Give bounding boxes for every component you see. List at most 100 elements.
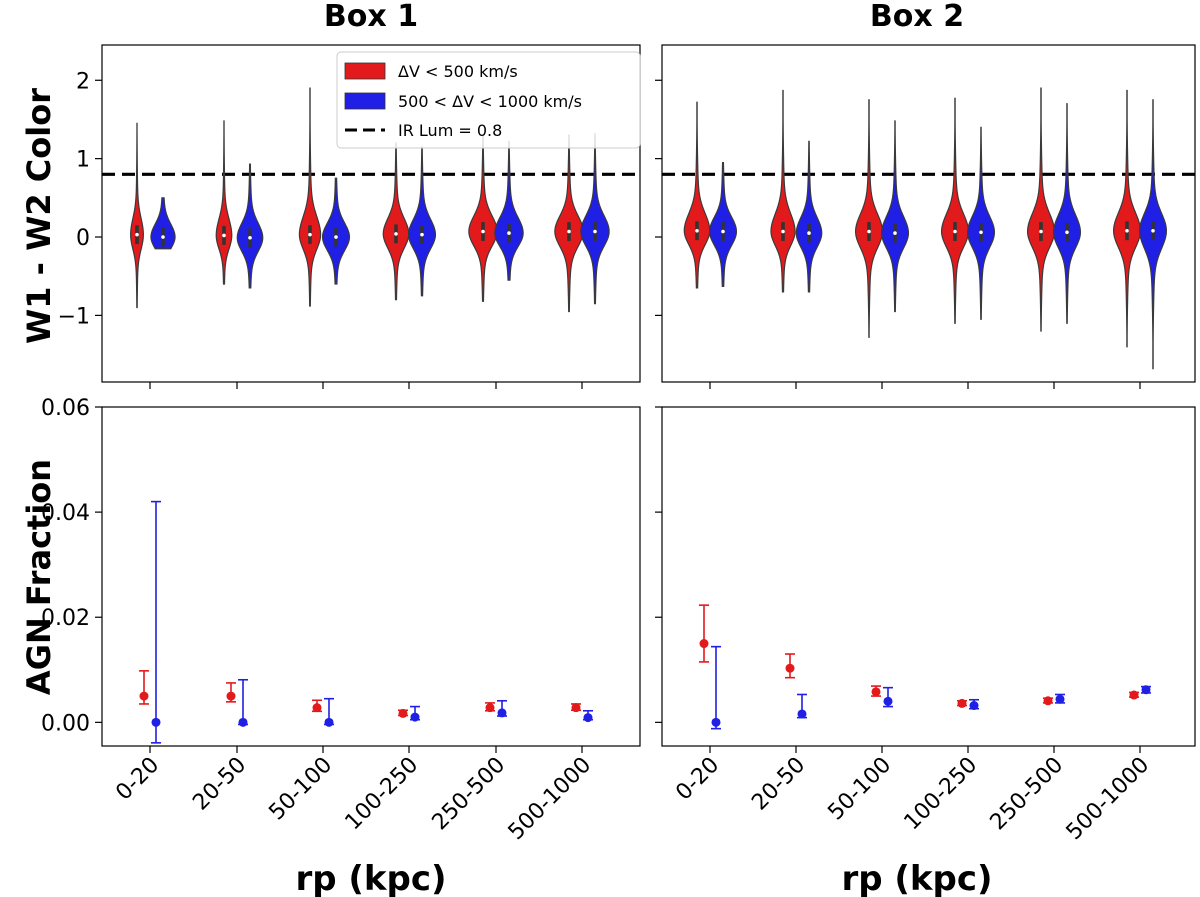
violin-box1-blue-500-1000 bbox=[580, 132, 610, 305]
point-box1-blue-100-250 bbox=[410, 712, 420, 722]
ytick-label-bottom-0: 0.00 bbox=[41, 711, 90, 736]
bottom-ylabel: AGN Fraction bbox=[20, 459, 58, 695]
xtick-label-box1-1: 20-50 bbox=[188, 753, 251, 816]
legend-label-blue: 500 < ΔV < 1000 km/s bbox=[398, 92, 582, 111]
legend-label-irlum: IR Lum = 0.8 bbox=[398, 121, 502, 140]
point-box2-blue-0-20 bbox=[711, 717, 721, 727]
panel-frame-top-box1 bbox=[101, 44, 641, 383]
violin-median-box1-red-50-100 bbox=[308, 232, 312, 237]
xtick-label-box2-2: 50-100 bbox=[823, 753, 896, 826]
violin-median-box2-red-500-1000 bbox=[1125, 228, 1129, 233]
point-box1-blue-0-20 bbox=[151, 717, 161, 727]
violin-box1-red-0-20 bbox=[130, 122, 144, 309]
legend-swatch-red bbox=[344, 62, 386, 80]
point-box1-red-50-100 bbox=[312, 703, 322, 713]
legend-label-red: ΔV < 500 km/s bbox=[398, 62, 518, 81]
violin-box1-red-250-500 bbox=[468, 134, 498, 302]
ytick-label-top-3: 2 bbox=[76, 69, 90, 94]
xtick-label-box1-2: 50-100 bbox=[264, 753, 337, 826]
violin-box2-red-500-1000 bbox=[1112, 89, 1142, 348]
point-box2-blue-250-500 bbox=[1055, 694, 1065, 704]
violin-box2-blue-20-50 bbox=[795, 140, 823, 293]
point-box2-blue-100-250 bbox=[969, 701, 979, 711]
point-box1-red-250-500 bbox=[485, 703, 495, 713]
point-box2-blue-20-50 bbox=[797, 709, 807, 719]
violin-median-box1-red-100-250 bbox=[394, 232, 398, 236]
point-box1-blue-20-50 bbox=[238, 717, 248, 727]
ytick-label-top-1: 0 bbox=[76, 226, 90, 251]
point-box1-blue-250-500 bbox=[497, 708, 507, 718]
violin-box1-red-50-100 bbox=[298, 87, 322, 307]
violin-median-box2-red-250-500 bbox=[1039, 229, 1043, 234]
ytick-label-top-2: 1 bbox=[76, 148, 90, 173]
xlabel-box2: rp (kpc) bbox=[841, 859, 992, 897]
violin-median-box2-blue-20-50 bbox=[807, 231, 811, 235]
panel-title-box2: Box 2 bbox=[870, 0, 964, 34]
point-box2-red-250-500 bbox=[1043, 696, 1053, 706]
violin-box2-red-50-100 bbox=[854, 99, 884, 338]
violin-median-box2-blue-50-100 bbox=[893, 231, 897, 235]
violin-box1-blue-0-20 bbox=[150, 197, 176, 250]
violin-median-box1-blue-50-100 bbox=[334, 235, 338, 239]
violin-box2-red-250-500 bbox=[1026, 87, 1056, 332]
violin-median-box2-blue-0-20 bbox=[721, 229, 725, 234]
point-box1-red-500-1000 bbox=[571, 703, 581, 713]
xtick-label-box1-0: 0-20 bbox=[111, 753, 164, 806]
violin-box2-blue-50-100 bbox=[880, 120, 910, 313]
point-box2-red-0-20 bbox=[699, 639, 709, 649]
violin-median-box1-red-250-500 bbox=[481, 229, 485, 234]
violin-median-box1-red-0-20 bbox=[135, 232, 139, 237]
violin-median-box2-blue-100-250 bbox=[979, 230, 983, 235]
point-box1-red-0-20 bbox=[139, 691, 149, 701]
point-box1-red-100-250 bbox=[398, 708, 408, 718]
panel-title-box1: Box 1 bbox=[324, 0, 418, 34]
ytick-label-bottom-1: 0.02 bbox=[41, 606, 90, 631]
violin-box2-blue-250-500 bbox=[1052, 103, 1082, 324]
ytick-label-bottom-2: 0.04 bbox=[41, 501, 90, 526]
xlabel-box1: rp (kpc) bbox=[295, 859, 446, 897]
point-box1-blue-500-1000 bbox=[583, 713, 593, 723]
point-box2-blue-500-1000 bbox=[1141, 685, 1151, 695]
violin-median-box2-red-0-20 bbox=[695, 228, 699, 233]
violin-box1-red-20-50 bbox=[215, 120, 233, 285]
xtick-label-box2-0: 0-20 bbox=[671, 753, 724, 806]
violin-median-box1-blue-100-250 bbox=[420, 232, 424, 237]
xtick-label-box2-1: 20-50 bbox=[747, 753, 810, 816]
xtick-label-box2-4: 250-500 bbox=[986, 753, 1069, 836]
panel-frame-top-box2 bbox=[661, 44, 1196, 383]
point-box2-red-50-100 bbox=[871, 687, 881, 697]
violin-median-box1-blue-20-50 bbox=[248, 235, 252, 240]
violin-median-box1-blue-500-1000 bbox=[593, 229, 597, 234]
top-ylabel: W1 - W2 Color bbox=[20, 88, 58, 344]
violin-box2-red-20-50 bbox=[770, 89, 796, 293]
point-box2-red-20-50 bbox=[785, 663, 795, 673]
ytick-label-top-0: −1 bbox=[58, 304, 90, 329]
violin-median-box1-red-500-1000 bbox=[567, 229, 571, 234]
point-box2-red-100-250 bbox=[957, 698, 967, 708]
xtick-label-box1-5: 500-1000 bbox=[504, 753, 597, 846]
panel-frame-bottom-box1 bbox=[101, 406, 641, 747]
violin-box1-red-100-250 bbox=[382, 142, 410, 301]
violin-median-box2-blue-500-1000 bbox=[1151, 228, 1155, 233]
point-box1-red-20-50 bbox=[226, 691, 236, 701]
ytick-label-bottom-3: 0.06 bbox=[41, 396, 90, 421]
violin-box2-red-0-20 bbox=[683, 101, 711, 289]
violin-box1-blue-250-500 bbox=[494, 140, 524, 281]
violin-median-box2-red-20-50 bbox=[781, 229, 785, 234]
violin-median-box1-blue-0-20 bbox=[161, 235, 165, 239]
point-box2-blue-50-100 bbox=[883, 696, 893, 706]
xtick-label-box1-4: 250-500 bbox=[428, 753, 511, 836]
legend: ΔV < 500 km/s 500 < ΔV < 1000 km/s IR Lu… bbox=[336, 51, 641, 149]
xtick-label-box2-5: 500-1000 bbox=[1062, 753, 1155, 846]
point-box1-blue-50-100 bbox=[324, 717, 334, 727]
violin-median-box1-blue-250-500 bbox=[507, 231, 511, 235]
violin-median-box2-red-100-250 bbox=[953, 229, 957, 234]
point-box2-red-500-1000 bbox=[1129, 690, 1139, 700]
panel-frame-bottom-box2 bbox=[661, 406, 1196, 747]
violin-box1-blue-20-50 bbox=[236, 163, 264, 289]
violin-median-box2-red-50-100 bbox=[867, 229, 871, 234]
xtick-label-box2-3: 100-250 bbox=[900, 753, 983, 836]
violin-median-box1-red-20-50 bbox=[222, 233, 226, 238]
xtick-label-box1-3: 100-250 bbox=[341, 753, 424, 836]
